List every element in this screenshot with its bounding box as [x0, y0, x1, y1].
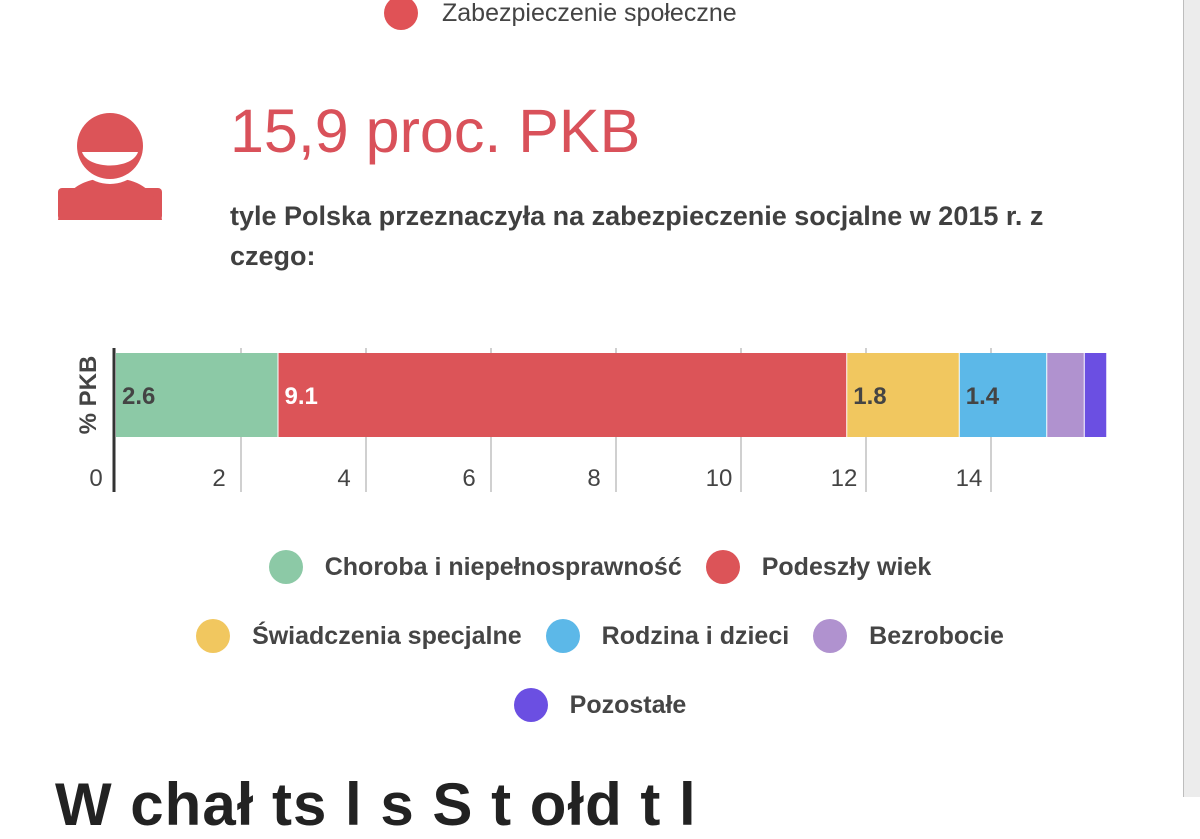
x-tick-label: 2 [212, 465, 225, 492]
top-legend-label: Zabezpieczenie społeczne [442, 0, 737, 27]
legend-item: Świadczenia specjalne [196, 619, 522, 653]
y-axis-label: % PKB [75, 356, 102, 435]
headline-value: 15,9 proc. PKB [230, 97, 641, 165]
legend-dot [705, 550, 740, 584]
top-legend-dot [384, 0, 418, 30]
x-tick-label: 0 [89, 465, 102, 492]
window-edge [1183, 0, 1200, 797]
legend-dot [196, 619, 231, 653]
legend-dot [268, 550, 303, 584]
legend-item: Podeszły wiek [705, 550, 932, 584]
legend-item: Pozostałe [513, 688, 687, 722]
bar-value-label: 1.4 [966, 383, 1000, 410]
bar-segment [116, 353, 278, 437]
legend-dot [545, 619, 580, 653]
x-tick-label: 14 [956, 465, 983, 492]
bar-segment [278, 353, 847, 437]
legend-row-1: Choroba i niepełnosprawność Podeszły wiek [0, 550, 1200, 584]
x-tick-label: 8 [587, 465, 600, 492]
person-icon [58, 108, 162, 220]
x-tick-label: 4 [337, 465, 350, 492]
legend-label: Świadczenia specjalne [252, 621, 522, 650]
legend-item: Choroba i niepełnosprawność [268, 550, 682, 584]
bar-segment [959, 353, 1047, 437]
legend-label: Podeszły wiek [761, 552, 932, 581]
legend-label: Bezrobocie [869, 621, 1004, 650]
legend-row-2: Świadczenia specjalne Rodzina i dzieci Bez… [0, 619, 1200, 653]
legend-label: Pozostałe [569, 690, 687, 719]
legend-label: Rodzina i dzieci [601, 621, 790, 650]
headline-description: tyle Polska przeznaczyła na zabezpieczen… [230, 201, 1044, 271]
next-section-heading: W chał ts l s S t ołd t l [55, 771, 697, 838]
bar-segment [1047, 353, 1084, 437]
x-tick-label: 10 [706, 465, 733, 492]
legend-dot [513, 688, 548, 722]
top-legend-item: Zabezpieczenie społeczne [384, 0, 737, 30]
bar-value-label: 1.8 [853, 383, 886, 410]
bar-segment [1084, 353, 1107, 437]
legend-label: Choroba i niepełnosprawność [324, 552, 682, 581]
legend-item: Bezrobocie [813, 619, 1004, 653]
stacked-bar-chart: 0 2 4 6 8 10 12 14 2.6 9.1 1.8 1.4 % PKB [75, 348, 1107, 492]
x-tick-label: 6 [462, 465, 475, 492]
legend-row-3: Pozostałe [0, 688, 1200, 722]
legend-item: Rodzina i dzieci [545, 619, 790, 653]
legend-dot [813, 619, 848, 653]
x-tick-label: 12 [831, 465, 858, 492]
bar-value-label: 9.1 [285, 383, 318, 410]
bar-segment [847, 353, 959, 437]
bar-value-label: 2.6 [122, 383, 155, 410]
